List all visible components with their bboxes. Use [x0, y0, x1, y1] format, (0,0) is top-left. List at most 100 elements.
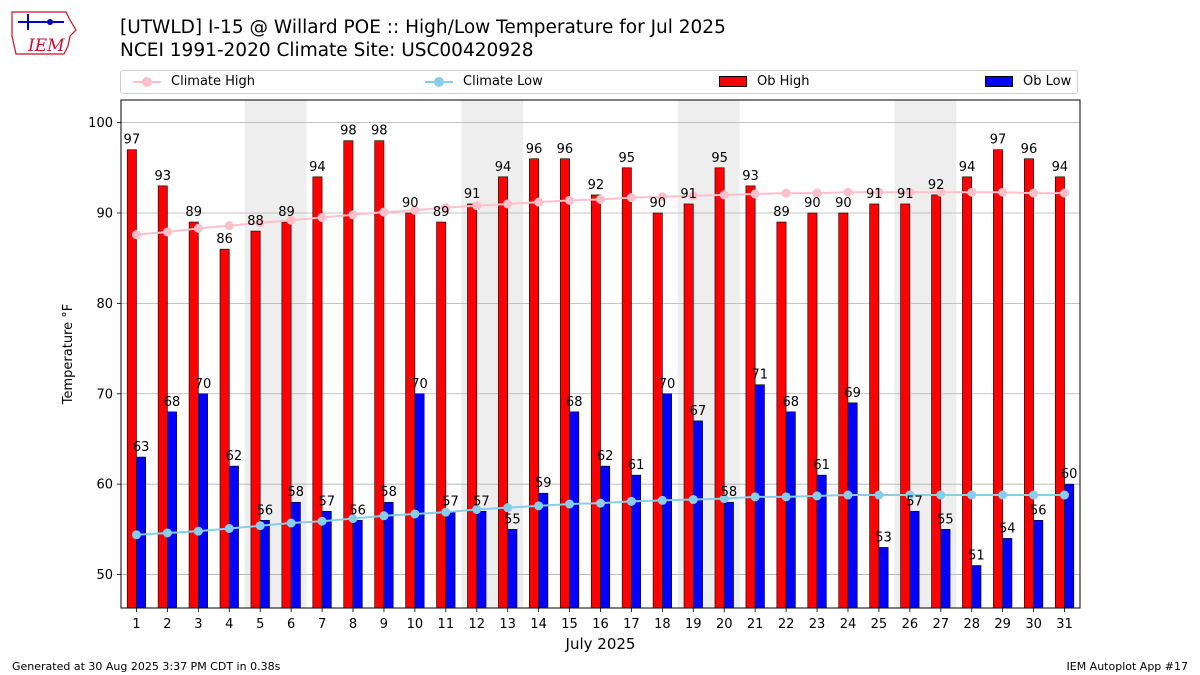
ob-low-bar — [723, 501, 734, 609]
climate-low-point — [317, 516, 327, 526]
ob-high-bar — [529, 158, 539, 609]
ob-high-value-label: 98 — [340, 124, 357, 139]
climate-high-point — [193, 223, 203, 233]
x-tick-label: 21 — [747, 617, 764, 632]
x-axis-label: July 2025 — [565, 635, 636, 653]
climate-low-point — [843, 490, 853, 500]
ob-low-value-label: 57 — [473, 494, 490, 509]
legend-climate-low: Climate Low — [425, 74, 543, 92]
climate-high-point — [1029, 188, 1039, 198]
ob-low-value-label: 68 — [164, 395, 181, 410]
ob-low-value-label: 60 — [1061, 467, 1078, 482]
ob-low-bar — [414, 393, 425, 609]
y-tick-label: 100 — [88, 116, 113, 131]
ob-high-value-label: 94 — [309, 160, 326, 175]
climate-high-point — [503, 199, 513, 209]
ob-high-value-label: 96 — [1021, 142, 1038, 157]
climate-low-point — [131, 530, 141, 540]
climate-high-point — [162, 227, 172, 237]
ob-high-value-label: 88 — [247, 214, 264, 229]
climate-high-point — [812, 188, 822, 198]
legend-climate-high-label: Climate High — [171, 74, 256, 89]
climate-low-point — [286, 518, 296, 528]
ob-low-value-label: 54 — [999, 521, 1016, 536]
climate-high-point — [410, 205, 420, 215]
ob-high-bar — [776, 221, 787, 609]
ob-low-bar — [878, 547, 889, 609]
climate-high-point — [472, 201, 482, 211]
y-tick-label: 70 — [96, 387, 113, 402]
ob-low-bar — [1033, 520, 1044, 609]
ob-high-bar — [312, 176, 323, 609]
ob-high-bar — [869, 203, 880, 609]
ob-high-value-label: 94 — [495, 160, 512, 175]
x-tick-label: 6 — [287, 617, 295, 632]
ob-high-bar — [250, 230, 261, 609]
climate-low-point — [534, 501, 544, 511]
climate-high-point — [441, 203, 451, 213]
climate-high-point — [688, 191, 698, 201]
y-axis-label: Temperature °F — [61, 304, 76, 405]
ob-high-bar — [498, 176, 508, 609]
ob-high-value-label: 93 — [154, 169, 171, 184]
legend-climate-low-label: Climate Low — [463, 74, 543, 89]
x-tick-label: 19 — [685, 617, 702, 632]
climate-low-point — [193, 526, 203, 536]
ob-high-bar — [126, 149, 137, 609]
ob-low-value-label: 69 — [844, 386, 861, 401]
climate-high-point — [596, 194, 605, 204]
x-tick-label: 5 — [256, 617, 264, 632]
x-tick-label: 23 — [809, 617, 826, 632]
x-tick-label: 4 — [225, 617, 233, 632]
climate-low-point — [905, 490, 915, 500]
ob-low-bar — [971, 565, 982, 609]
iowa-map-icon — [11, 11, 77, 55]
x-tick-label: 12 — [468, 617, 485, 632]
climate-low-point — [1029, 490, 1039, 500]
climate-low-point — [936, 490, 946, 500]
ob-low-value-label: 61 — [628, 458, 645, 473]
climate-high-point — [534, 197, 544, 207]
ob-low-bar — [538, 492, 549, 609]
ob-low-bar — [259, 520, 270, 609]
ob-high-value-label: 94 — [959, 160, 976, 175]
climate-low-point — [626, 496, 636, 506]
y-tick-label: 60 — [96, 478, 113, 493]
x-tick-label: 2 — [163, 617, 171, 632]
ob-low-value-label: 57 — [318, 494, 335, 509]
ob-low-value-label: 62 — [597, 449, 614, 464]
ob-low-bar — [290, 501, 301, 609]
ob-high-bar — [621, 167, 632, 609]
climate-high-point — [1060, 188, 1070, 198]
x-tick-label: 29 — [994, 617, 1011, 632]
x-tick-label: 25 — [871, 617, 888, 632]
climate-high-point — [348, 210, 358, 220]
climate-low-point — [472, 504, 482, 514]
y-tick-label: 80 — [96, 297, 113, 312]
ob-low-bar — [600, 465, 611, 609]
ob-low-value-label: 63 — [133, 440, 150, 455]
x-tick-label: 27 — [933, 617, 950, 632]
climate-low-point — [596, 498, 605, 508]
climate-low-point — [224, 523, 234, 533]
y-tick-label: 90 — [96, 206, 113, 221]
x-tick-label: 16 — [592, 617, 609, 632]
ob-low-value-label: 59 — [535, 476, 552, 491]
ob-high-bar — [559, 158, 570, 609]
ob-high-value-label: 92 — [588, 178, 605, 193]
ob-high-bar — [281, 221, 292, 609]
chart-subtitle: NCEI 1991-2020 Climate Site: USC00420928 — [120, 40, 534, 61]
x-tick-label: 10 — [407, 617, 424, 632]
ob-high-bar — [745, 185, 756, 609]
ob-high-bar — [1054, 176, 1065, 609]
legend-ob-high: Ob High — [719, 74, 810, 92]
ob-low-bar — [631, 474, 642, 609]
climate-high-point — [781, 188, 791, 198]
ob-low-value-label: 53 — [875, 530, 892, 545]
ob-high-bar — [188, 221, 199, 609]
climate-high-point — [224, 221, 234, 231]
ob-low-value-label: 67 — [690, 404, 707, 419]
ob-high-value-label: 97 — [124, 133, 141, 148]
ob-low-bar — [785, 411, 796, 609]
